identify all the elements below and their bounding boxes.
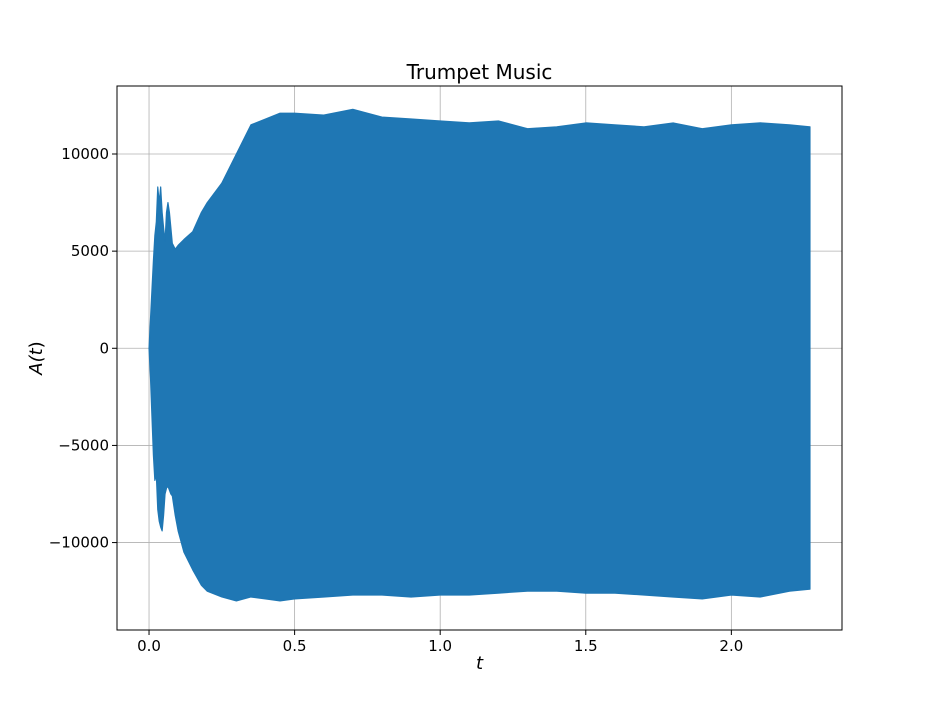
y-axis-label-prefix: A( xyxy=(26,354,47,375)
y-tick-label: −10000 xyxy=(49,534,109,552)
waveform-series xyxy=(148,108,811,602)
x-tick-label: 1.0 xyxy=(428,637,452,655)
plot-frame xyxy=(116,85,843,631)
y-tick-label: −5000 xyxy=(58,436,109,454)
chart-title: Trumpet Music xyxy=(406,60,553,84)
x-axis-label: t xyxy=(476,653,484,674)
y-tick-label: 0 xyxy=(99,339,109,357)
y-axis-label: A(t) xyxy=(26,341,47,375)
y-axis-label-suffix: ) xyxy=(26,341,47,348)
series-layer xyxy=(148,108,811,602)
y-tick-label: 5000 xyxy=(71,242,109,260)
x-tick-label: 0.5 xyxy=(283,637,307,655)
x-tick-label: 0.0 xyxy=(137,637,161,655)
x-tick-label: 1.5 xyxy=(574,637,598,655)
y-axis-label-variable: t xyxy=(26,347,47,355)
axis-ticks: 0.0 0.5 1.0 1.5 2.0 10000 5000 0 −5000 −10000 xyxy=(49,145,744,655)
y-tick-label: 10000 xyxy=(61,145,109,163)
x-tick-label: 2.0 xyxy=(719,637,743,655)
